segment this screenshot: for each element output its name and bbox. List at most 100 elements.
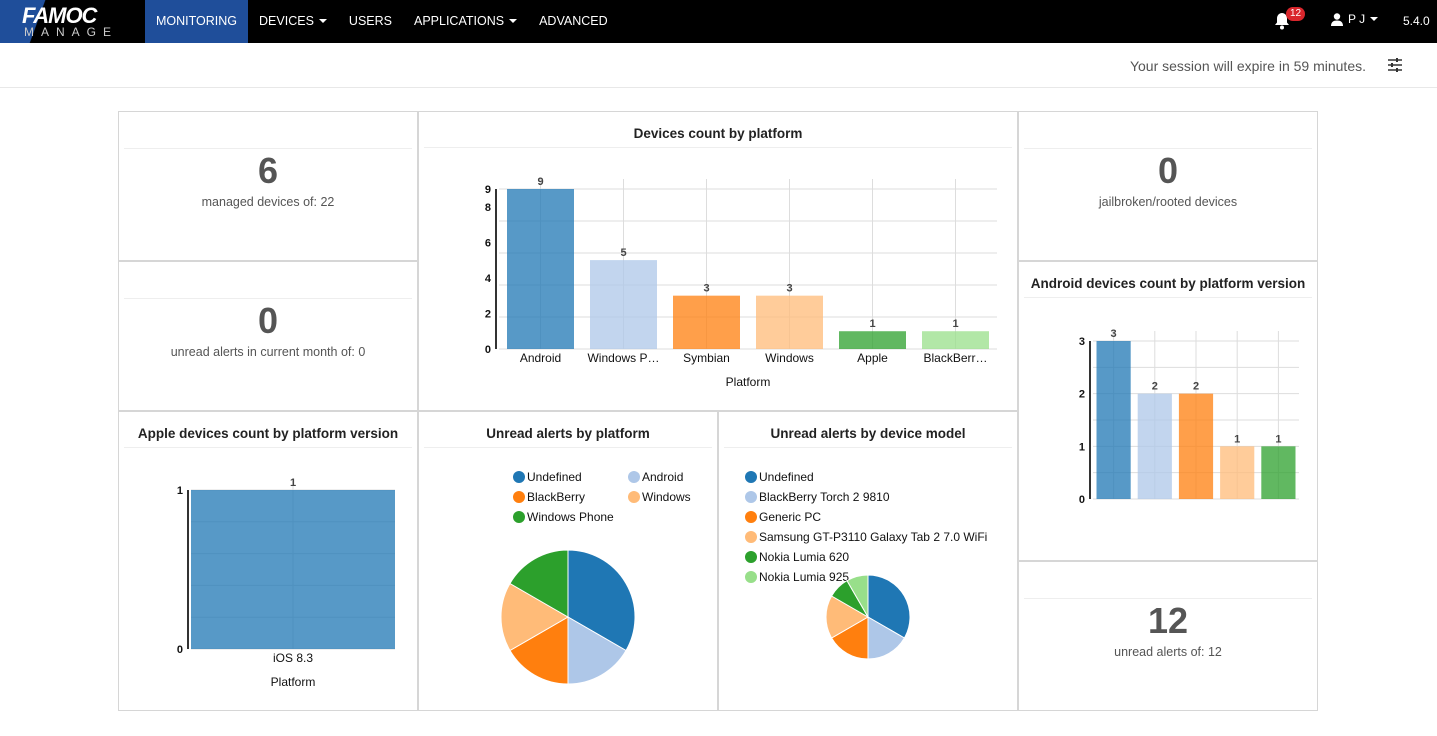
- apple-chart-panel: Apple devices count by platform version …: [118, 411, 418, 711]
- legend-label: Windows Phone: [527, 510, 614, 524]
- pie-slice: [825, 595, 869, 639]
- chart-title: Unread alerts by platform: [424, 412, 712, 448]
- legend-item[interactable]: Samsung GT-P3110 Galaxy Tab 2 7.0 WiFi: [745, 530, 987, 544]
- y-tick-label: 9: [485, 184, 491, 196]
- bar: [673, 295, 740, 349]
- legend-swatch-icon: [513, 511, 525, 523]
- legend-item[interactable]: Android: [628, 470, 683, 484]
- nav-label: DEVICES: [259, 14, 314, 28]
- legend-item[interactable]: Windows Phone: [513, 510, 614, 524]
- logo-text: FAMOC: [22, 3, 97, 28]
- top-navbar: FAMOC MANAGE MONITORING DEVICES USERS APPLI…: [0, 0, 1437, 43]
- legend-swatch-icon: [745, 551, 757, 563]
- data-label: 1: [952, 318, 958, 330]
- nav-applications[interactable]: APPLICATIONS: [403, 0, 528, 43]
- pie-slice: [567, 616, 627, 685]
- jailbroken-label: jailbroken/rooted devices: [1098, 195, 1238, 209]
- y-tick-label: 0: [1079, 494, 1085, 506]
- nav-users[interactable]: USERS: [338, 0, 403, 43]
- jailbroken-tile[interactable]: 0 jailbroken/rooted devices: [1018, 111, 1318, 261]
- data-label: 9: [537, 176, 543, 188]
- x-tick-label: Windows P…: [587, 351, 659, 365]
- main-nav: MONITORING DEVICES USERS APPLICATIONS ADVANC…: [145, 0, 619, 43]
- legend-swatch-icon: [513, 471, 525, 483]
- chevron-down-icon: [509, 19, 518, 23]
- user-menu[interactable]: P J: [1331, 12, 1379, 26]
- unread-month-label: unread alerts in current month of: 0: [170, 345, 366, 359]
- managed-devices-tile[interactable]: 6 managed devices of: 22: [118, 111, 418, 261]
- legend-label: Android: [642, 470, 684, 484]
- legend-item[interactable]: Nokia Lumia 925: [745, 570, 849, 584]
- nav-devices[interactable]: DEVICES: [248, 0, 338, 43]
- legend-label: BlackBerry Torch 2 9810: [759, 490, 890, 504]
- y-tick-label: 6: [485, 237, 491, 249]
- nav-label: ADVANCED: [539, 14, 608, 28]
- user-initials: P J: [1348, 12, 1366, 26]
- bar: [1137, 393, 1172, 499]
- logo-subtext: MANAGE: [24, 25, 119, 39]
- legend-label: Samsung GT-P3110 Galaxy Tab 2 7.0 WiFi: [759, 530, 988, 544]
- notification-badge[interactable]: 12: [1286, 7, 1306, 21]
- unread-month-count: 0: [257, 300, 279, 341]
- bar: [839, 331, 906, 349]
- legend-item[interactable]: BlackBerry: [513, 490, 585, 504]
- nav-label: MONITORING: [156, 14, 238, 28]
- bell-icon[interactable]: [1274, 12, 1290, 30]
- app-version: 5.4.0: [1403, 14, 1430, 28]
- bar: [756, 295, 823, 349]
- pie-slice: [867, 574, 911, 639]
- legend-label: Nokia Lumia 620: [759, 550, 850, 564]
- unread-total-count: 12: [1147, 600, 1189, 641]
- y-tick-label: 0: [177, 644, 183, 656]
- legend-item[interactable]: Windows: [628, 490, 691, 504]
- legend-item[interactable]: Nokia Lumia 620: [745, 550, 849, 564]
- nav-monitoring[interactable]: MONITORING: [145, 0, 249, 43]
- legend-swatch-icon: [745, 511, 757, 523]
- chart-title: Apple devices count by platform version: [124, 412, 412, 448]
- x-axis-label: Platform: [726, 375, 771, 389]
- bar: [191, 490, 395, 649]
- android-chart-panel: Android devices count by platform versio…: [1018, 261, 1318, 561]
- data-label: 5: [620, 247, 626, 259]
- bar: [1178, 393, 1214, 499]
- unread-total-tile[interactable]: 12 unread alerts of: 12: [1018, 561, 1318, 711]
- bar: [507, 189, 574, 349]
- legend-swatch-icon: [745, 531, 757, 543]
- bar: [922, 331, 989, 349]
- bar: [1220, 446, 1255, 499]
- y-tick-label: 4: [485, 273, 492, 285]
- x-tick-label: BlackBerr…: [923, 351, 987, 365]
- nav-advanced[interactable]: ADVANCED: [528, 0, 619, 43]
- legend-item[interactable]: BlackBerry Torch 2 9810: [745, 490, 890, 504]
- x-tick-label: Windows: [765, 351, 814, 365]
- unread-month-tile[interactable]: 0 unread alerts in current month of: 0: [118, 261, 418, 411]
- data-label: 3: [703, 283, 709, 295]
- legend-item[interactable]: Undefined: [745, 470, 814, 484]
- platform-bar-chart: 9 Android 5 Windows P… 3 Symbian 3 Windows 1 Appl…: [485, 176, 997, 389]
- data-label: 1: [290, 477, 296, 489]
- alerts-platform-pie: [500, 549, 636, 685]
- y-tick-label: 1: [1079, 441, 1085, 453]
- managed-devices-label: managed devices of: 22: [201, 195, 335, 209]
- legend-swatch-icon: [745, 471, 757, 483]
- pie-slice: [846, 574, 869, 619]
- apple-bar-chart: 1 iOS 8.3 0 1 Platform: [177, 477, 395, 689]
- legend-item[interactable]: Undefined: [513, 470, 582, 484]
- legend-item[interactable]: Generic PC: [745, 510, 821, 524]
- pie-slice: [830, 616, 869, 660]
- alerts-platform-panel: Unread alerts by platform Undefined Andro…: [418, 411, 718, 711]
- legend-swatch-icon: [628, 471, 640, 483]
- y-tick-label: 1: [177, 485, 183, 497]
- android-bar-chart: 3 2 2 1 1 0 1 2 3: [1079, 328, 1299, 506]
- pie-slice: [509, 616, 569, 685]
- bar: [1096, 341, 1131, 499]
- data-label: 1: [1234, 433, 1240, 445]
- famoc-logo[interactable]: FAMOC MANAGE: [0, 0, 145, 43]
- y-tick-label: 8: [485, 202, 491, 214]
- legend-swatch-icon: [745, 491, 757, 503]
- legend-label: Nokia Lumia 925: [759, 570, 850, 584]
- sliders-icon[interactable]: [1387, 57, 1403, 73]
- data-label: 2: [1193, 381, 1199, 393]
- bar: [590, 260, 657, 349]
- nav-label: APPLICATIONS: [414, 14, 505, 28]
